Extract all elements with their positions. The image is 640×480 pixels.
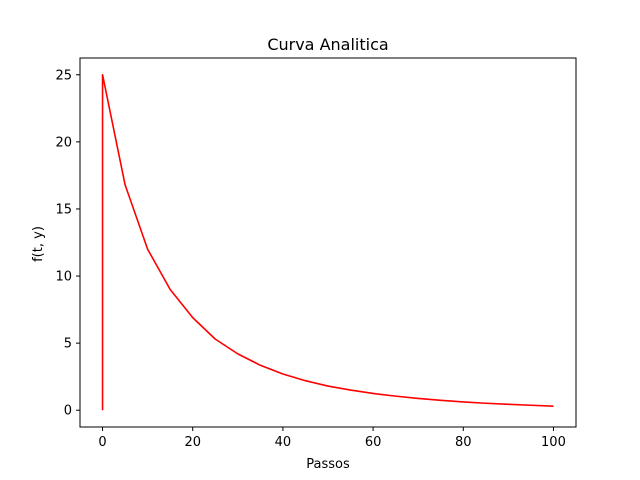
y-tick-label: 20 [55,135,72,150]
x-tick-label: 0 [98,435,106,450]
y-axis-label: f(t, y) [31,226,46,262]
chart-title: Curva Analitica [267,35,388,54]
x-tick-label: 60 [365,435,382,450]
plot-frame [79,57,577,428]
y-tick-label: 25 [55,68,72,83]
y-tick-label: 5 [64,337,72,352]
x-tick-label: 100 [541,435,566,450]
y-tick-label: 0 [64,404,72,419]
y-tick-label: 15 [55,202,72,217]
y-tick-label: 10 [55,270,72,285]
x-tick-label: 20 [184,435,201,450]
series-line-0 [101,73,554,411]
x-tick-label: 40 [275,435,292,450]
x-tick-label: 80 [455,435,472,450]
x-axis-label: Passos [306,457,350,472]
